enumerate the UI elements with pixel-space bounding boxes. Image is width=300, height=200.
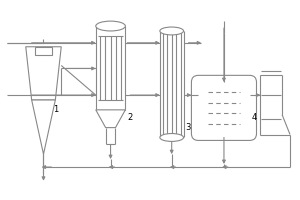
Text: 1: 1 — [53, 105, 58, 114]
FancyBboxPatch shape — [191, 75, 256, 140]
Ellipse shape — [160, 27, 184, 35]
Ellipse shape — [160, 134, 184, 141]
Ellipse shape — [96, 21, 125, 31]
Polygon shape — [26, 47, 61, 100]
Polygon shape — [96, 110, 125, 128]
Text: 2: 2 — [127, 113, 133, 122]
Polygon shape — [32, 100, 55, 154]
Text: 4: 4 — [252, 113, 257, 122]
Bar — [34, 47, 52, 55]
Text: 3: 3 — [185, 123, 191, 132]
